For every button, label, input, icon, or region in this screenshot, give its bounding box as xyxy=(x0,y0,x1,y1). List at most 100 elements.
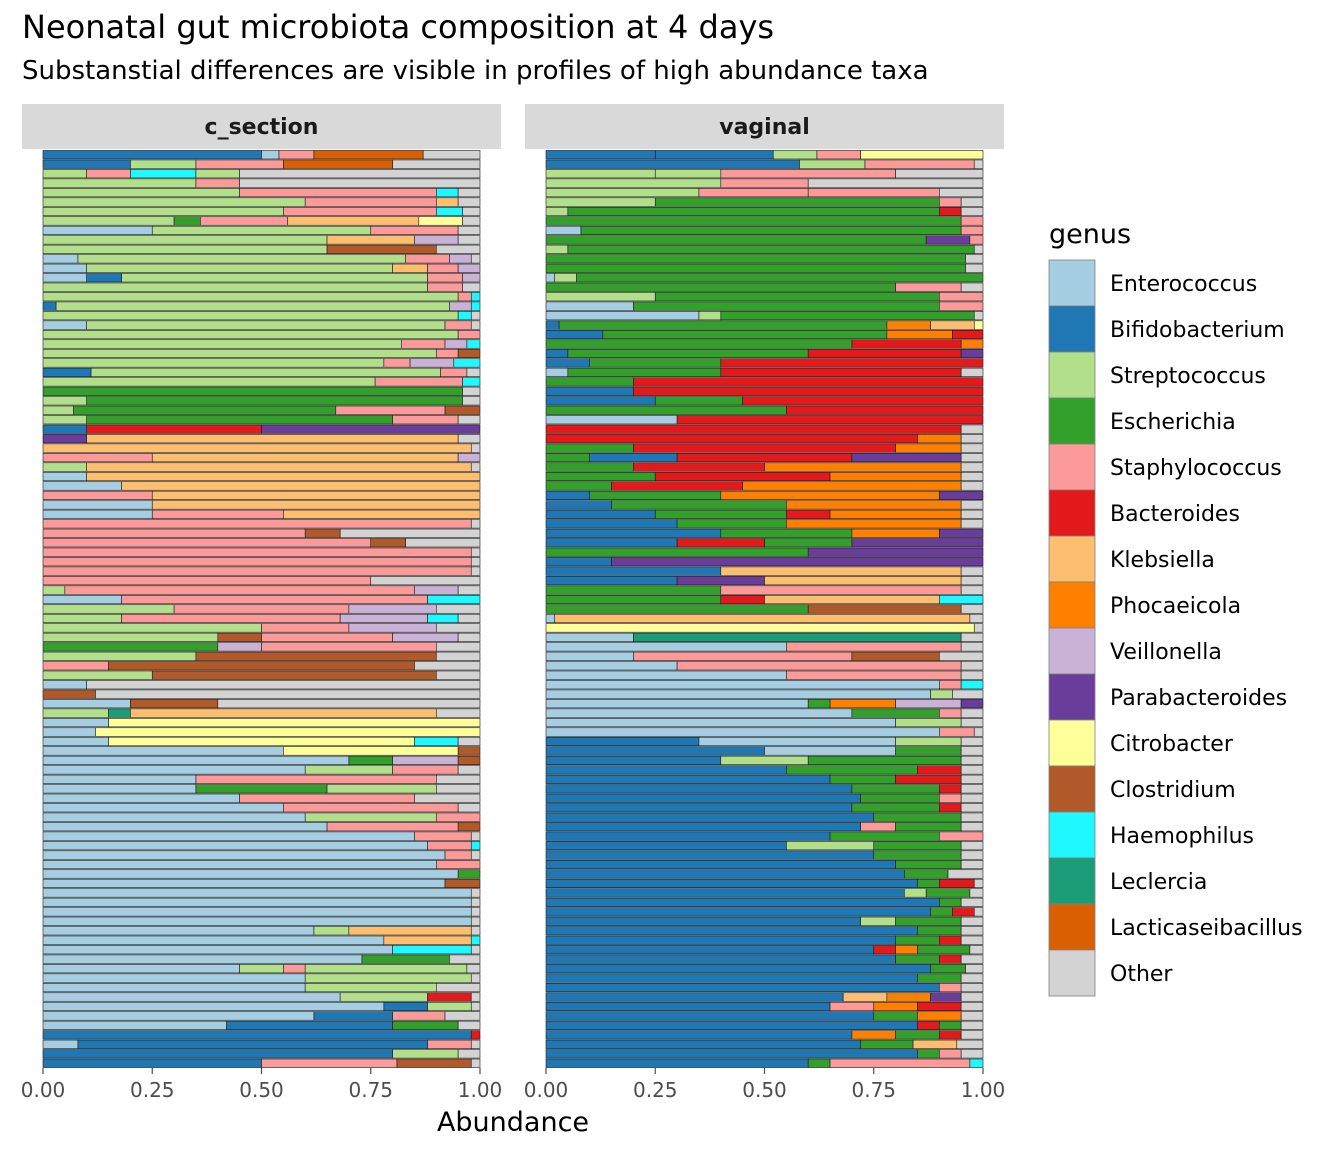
bar-segment-staphylococcus xyxy=(427,841,472,851)
bar-segment-other xyxy=(462,396,481,406)
legend-key-bacteroides xyxy=(1048,489,1096,537)
bar-segment-other xyxy=(969,945,984,955)
bar-segment-streptococcus xyxy=(42,292,459,302)
bar-segment-staphylococcus xyxy=(435,348,459,359)
bar-segment-phocaeicola xyxy=(829,699,896,709)
bar-segment-other xyxy=(960,471,984,482)
legend-label-haemophilus: Haemophilus xyxy=(1110,824,1254,849)
bar-segment-haemophilus xyxy=(470,841,481,851)
bar-segment-other xyxy=(435,774,481,784)
bar-segment-bifidobacterium xyxy=(654,150,774,160)
bar-segment-klebsiella xyxy=(151,453,459,463)
bar-segment-bacteroides xyxy=(654,471,831,482)
bar-segment-leclercia xyxy=(633,632,962,642)
bar-segment-escherichia xyxy=(361,954,450,964)
panels-layer: c_section 0.00 0.25 0.50 0.75 1.00 vaginal 0.00… xyxy=(21,104,1005,1102)
bar-segment-other xyxy=(960,765,984,775)
bar-segment-bifidobacterium xyxy=(545,897,940,907)
bar-segment-klebsiella xyxy=(912,1039,958,1049)
bar-segment-other xyxy=(965,254,984,264)
bar-segment-other xyxy=(960,462,984,472)
bar-segment-enterococcus xyxy=(42,471,88,482)
bar-segment-other xyxy=(370,576,481,586)
bar-segment-enterococcus xyxy=(42,935,385,945)
bar-segment-klebsiella xyxy=(130,708,437,718)
x-tick-label: 0.00 xyxy=(524,1078,569,1102)
bar-segment-clostridium xyxy=(370,538,407,548)
bar-segment-haemophilus xyxy=(414,736,459,747)
bar-segment-escherichia xyxy=(545,263,966,273)
bar-segment-other xyxy=(462,386,481,396)
bar-segment-escherichia xyxy=(895,916,962,926)
bar-segment-bacteroides xyxy=(938,878,975,889)
bar-segment-other xyxy=(960,803,984,813)
bar-segment-other xyxy=(462,282,481,292)
bar-segment-staphylococcus xyxy=(807,188,940,198)
bar-segment-veillonella xyxy=(414,235,459,245)
bar-segment-streptococcus xyxy=(304,964,468,974)
bar-segment-bacteroides xyxy=(851,339,962,349)
bar-segment-escherichia xyxy=(904,869,949,879)
bar-segment-other xyxy=(973,878,984,889)
bar-segment-other xyxy=(449,954,481,964)
bar-segment-other xyxy=(960,1011,984,1021)
bar-segment-escherichia xyxy=(895,859,962,870)
bar-segment-other xyxy=(86,680,481,690)
bar-segment-citrobacter xyxy=(108,718,481,728)
bar-segment-escherichia xyxy=(545,282,896,292)
bar-segment-other xyxy=(960,434,984,444)
bar-segment-other xyxy=(960,424,984,434)
legend-key-veillonella xyxy=(1048,627,1096,675)
bar-segment-bifidobacterium xyxy=(545,945,875,955)
bar-segment-other xyxy=(973,244,984,254)
bar-segment-other xyxy=(807,178,984,188)
bar-segment-enterococcus xyxy=(42,982,306,993)
bar-segment-other xyxy=(973,623,984,633)
bar-segment-escherichia xyxy=(851,784,940,794)
bar-segment-other xyxy=(960,481,984,491)
bar-segment-bifidobacterium xyxy=(545,329,604,340)
bar-segment-veillonella xyxy=(348,623,437,633)
bar-segment-enterococcus xyxy=(261,150,280,160)
bar-segment-other xyxy=(457,736,481,747)
bar-segment-streptococcus xyxy=(42,415,88,425)
bar-segment-streptococcus xyxy=(55,301,450,311)
bar-segment-escherichia xyxy=(895,954,940,964)
legend-key-streptococcus xyxy=(1048,351,1096,399)
bar-segment-enterococcus xyxy=(42,859,437,870)
legend-label-escherichia: Escherichia xyxy=(1110,410,1236,435)
bar-segment-streptococcus xyxy=(545,178,722,188)
bar-segment-bifidobacterium xyxy=(42,301,57,311)
bar-segment-staphylococcus xyxy=(304,197,437,207)
x-tick-label: 0.25 xyxy=(633,1078,678,1102)
bar-segment-other xyxy=(938,651,984,661)
bar-segment-escherichia xyxy=(348,755,393,765)
bar-segment-streptococcus xyxy=(239,964,284,974)
bar-segment-escherichia xyxy=(895,746,962,756)
bar-segment-other xyxy=(470,566,481,576)
legend-label-bifidobacterium: Bifidobacterium xyxy=(1110,318,1285,343)
bar-segment-other xyxy=(339,528,481,538)
legend-key-bifidobacterium xyxy=(1048,305,1096,353)
bar-segment-escherichia xyxy=(545,405,787,415)
bar-segment-enterococcus xyxy=(42,746,284,756)
bar-segment-klebsiella xyxy=(435,197,459,207)
bar-segment-staphylococcus xyxy=(938,793,962,803)
bar-segment-bifidobacterium xyxy=(545,964,931,974)
legend-label-parabacteroides: Parabacteroides xyxy=(1110,686,1287,711)
bar-segment-staphylococcus xyxy=(435,859,481,870)
bar-segment-phocaeicola xyxy=(960,339,984,349)
bar-segment-enterococcus xyxy=(42,888,472,898)
bar-segment-bifidobacterium xyxy=(545,841,787,851)
bar-segment-bifidobacterium xyxy=(545,878,918,889)
bar-segment-escherichia xyxy=(545,585,722,595)
bar-segment-other xyxy=(462,216,481,226)
bar-segment-escherichia xyxy=(917,878,940,889)
bar-segment-other xyxy=(956,1039,984,1049)
bar-segment-enterococcus xyxy=(545,415,678,425)
bar-segment-citrobacter xyxy=(545,623,975,633)
bar-segment-parabacteroides xyxy=(676,576,765,586)
bar-segment-enterococcus xyxy=(42,509,153,519)
bar-segment-phocaeicola xyxy=(851,528,940,538)
bar-segment-enterococcus xyxy=(42,755,350,765)
